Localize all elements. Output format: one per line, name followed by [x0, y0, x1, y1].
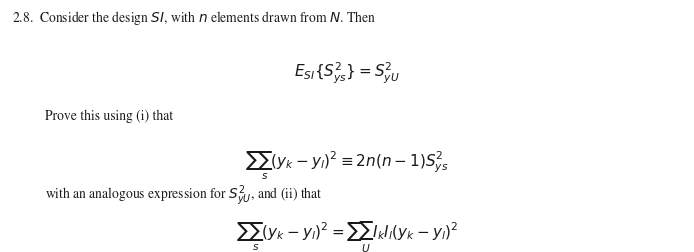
- Text: with an analogous expression for $S^2_{yU}$, and (ii) that: with an analogous expression for $S^2_{y…: [45, 184, 323, 208]
- Text: $\sum\!\sum_s(y_k - y_l)^2 = \sum\!\sum_U I_k I_l(y_k - y_l)^2$: $\sum\!\sum_s(y_k - y_l)^2 = \sum\!\sum_…: [236, 220, 458, 252]
- Text: $E_{SI}\{S^2_{ys}\} = S^2_{yU}$: $E_{SI}\{S^2_{ys}\} = S^2_{yU}$: [294, 60, 400, 86]
- Text: $\sum\!\sum_s(y_k - y_l)^2 \equiv 2n(n-1)S^2_{ys}$: $\sum\!\sum_s(y_k - y_l)^2 \equiv 2n(n-1…: [245, 150, 449, 182]
- Text: 2.8.  Consider the design $SI$, with $n$ elements drawn from $N$. Then: 2.8. Consider the design $SI$, with $n$ …: [12, 9, 377, 27]
- Text: Prove this using (i) that: Prove this using (i) that: [45, 110, 174, 123]
